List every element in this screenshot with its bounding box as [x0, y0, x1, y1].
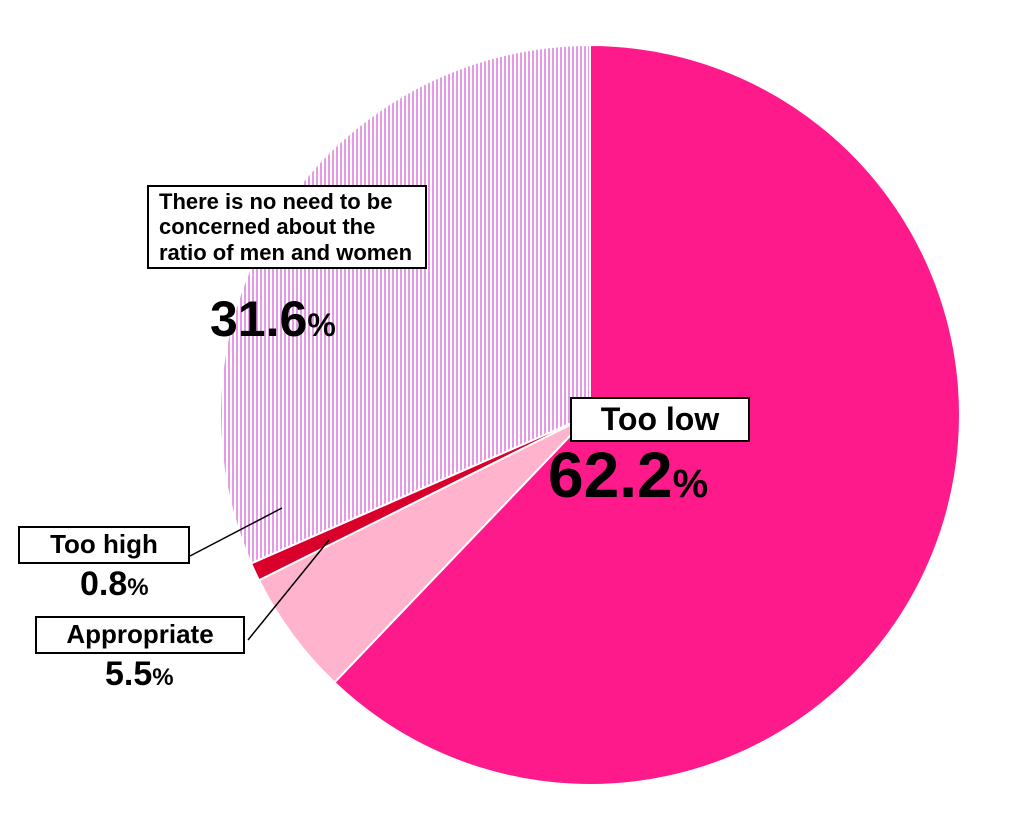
percent-symbol: % [307, 307, 335, 343]
label-text-appropriate: Appropriate [66, 619, 213, 649]
label-text-too-high: Too high [50, 529, 158, 559]
value-number-appropriate: 5.5 [105, 655, 152, 693]
label-box-too-high: Too high [18, 526, 190, 564]
value-number-too-high: 0.8 [80, 565, 127, 603]
label-box-no-need: There is no need to be concerned about t… [147, 185, 427, 269]
pie-chart-svg [0, 0, 1019, 831]
percent-symbol: % [127, 574, 148, 601]
value-too-high: 0.8% [80, 565, 149, 604]
percent-symbol: % [152, 664, 173, 691]
percent-symbol: % [673, 462, 709, 506]
value-no-need: 31.6% [210, 290, 336, 348]
label-box-too-low: Too low [570, 397, 750, 442]
label-box-appropriate: Appropriate [35, 616, 245, 654]
value-appropriate: 5.5% [105, 655, 174, 694]
label-text-too-low: Too low [601, 401, 719, 437]
value-number-no-need: 31.6 [210, 291, 307, 347]
label-text-no-need: There is no need to be concerned about t… [159, 189, 412, 265]
chart-stage: Too low 62.2% There is no need to be con… [0, 0, 1019, 831]
value-too-low: 62.2% [548, 438, 708, 512]
value-number-too-low: 62.2 [548, 439, 673, 511]
